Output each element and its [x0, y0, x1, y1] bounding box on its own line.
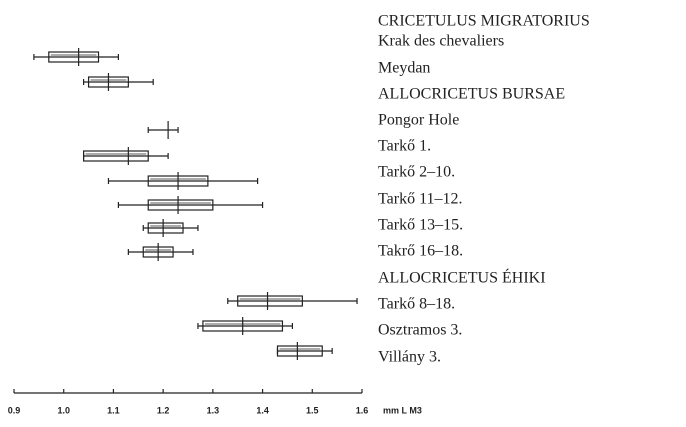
row-label: Tarkő 11–12.	[378, 191, 463, 208]
row-label: Takrő 16–18.	[378, 243, 463, 260]
row-label: Tarkő 13–15.	[378, 217, 463, 234]
row-label: ALLOCRICETUS ÉHIKI	[378, 268, 546, 287]
box	[276, 345, 323, 357]
x-tick-label: 1.0	[57, 405, 70, 415]
row-label: ALLOCRICETUS BURSAE	[378, 86, 565, 103]
row-label: Pongor Hole	[378, 112, 459, 129]
row-label: Meydan	[378, 60, 430, 77]
row-label: Tarkő 2–10.	[378, 164, 455, 181]
x-tick-label: 1.4	[256, 405, 269, 415]
row-label: Villány 3.	[378, 349, 441, 366]
row-label: CRICETULUS MIGRATORIUS	[378, 13, 590, 30]
row-label: Osztramos 3.	[378, 322, 462, 339]
box	[48, 51, 100, 63]
box	[82, 150, 149, 162]
box	[237, 295, 303, 307]
x-tick-label: 1.2	[157, 405, 170, 415]
row-label: Tarkő 8–18.	[378, 296, 455, 313]
x-tick-label: 1.6	[356, 405, 369, 415]
x-tick-label: 1.5	[306, 405, 319, 415]
row-label: Tarkő 1.	[378, 138, 431, 155]
box	[147, 222, 184, 234]
box	[147, 199, 214, 211]
x-tick-label: 1.3	[207, 405, 220, 415]
row-label: Krak des chevaliers	[378, 33, 504, 50]
x-tick-label: 0.9	[8, 405, 21, 415]
x-tick-label: 1.1	[107, 405, 120, 415]
x-axis-label: mm L M3	[383, 405, 422, 415]
